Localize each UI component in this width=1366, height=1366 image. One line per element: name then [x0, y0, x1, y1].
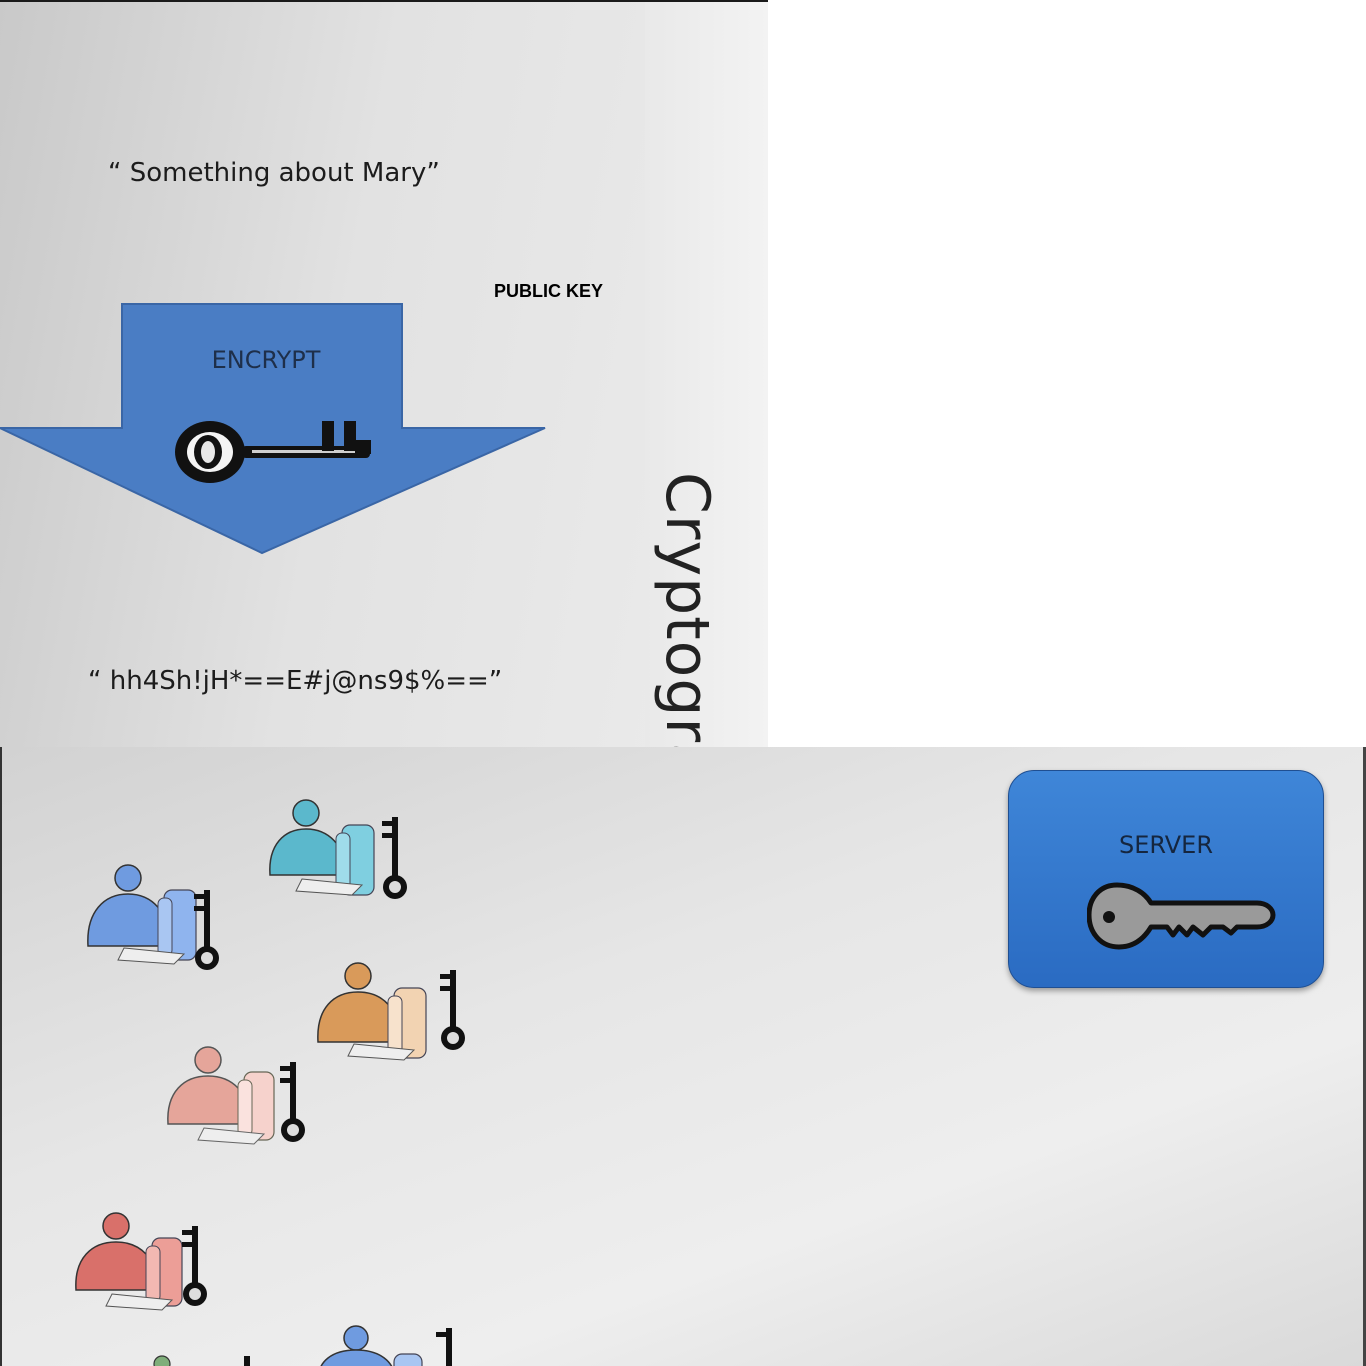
person-at-computer-icon: [269, 799, 375, 896]
user-pink: [167, 1046, 305, 1145]
server-label: SERVER: [1118, 831, 1214, 859]
ciphertext-message: “ hh4Sh!jH*==E#j@ns9$%==”: [88, 666, 503, 696]
key-icon: [382, 817, 407, 899]
user-blue: [87, 864, 219, 970]
server-key-icon: [1087, 882, 1276, 950]
plaintext-message: “ Something about Mary”: [108, 158, 440, 188]
encryption-panel: Cryptography “ Something about Mary” PUB…: [0, 0, 768, 747]
person-at-computer-icon: [320, 1325, 423, 1366]
server-box: SERVER: [1008, 770, 1324, 988]
title-strip: [645, 2, 768, 747]
key-icon: [280, 1062, 305, 1142]
person-at-computer-icon: [167, 1046, 275, 1145]
user-teal: [269, 799, 407, 899]
user-blue-partial: [320, 1325, 452, 1366]
encrypt-label: ENCRYPT: [211, 346, 321, 374]
user-red: [75, 1212, 207, 1311]
person-at-computer-icon: [317, 962, 427, 1061]
public-key-label: PUBLIC KEY: [494, 281, 604, 301]
person-at-computer-icon: [87, 864, 197, 965]
slide-title-vertical: Cryptography: [652, 472, 722, 747]
key-icon: [182, 1226, 207, 1306]
key-icon: [175, 421, 371, 483]
user-orange: [317, 962, 465, 1061]
encrypt-arrow: [0, 303, 546, 555]
person-at-computer-icon: [75, 1212, 183, 1311]
key-icon: [194, 890, 219, 970]
key-icon: [436, 1328, 452, 1366]
person-at-computer-icon: [153, 1355, 250, 1366]
key-icon: [440, 970, 465, 1050]
user-green-partial: [153, 1355, 250, 1366]
